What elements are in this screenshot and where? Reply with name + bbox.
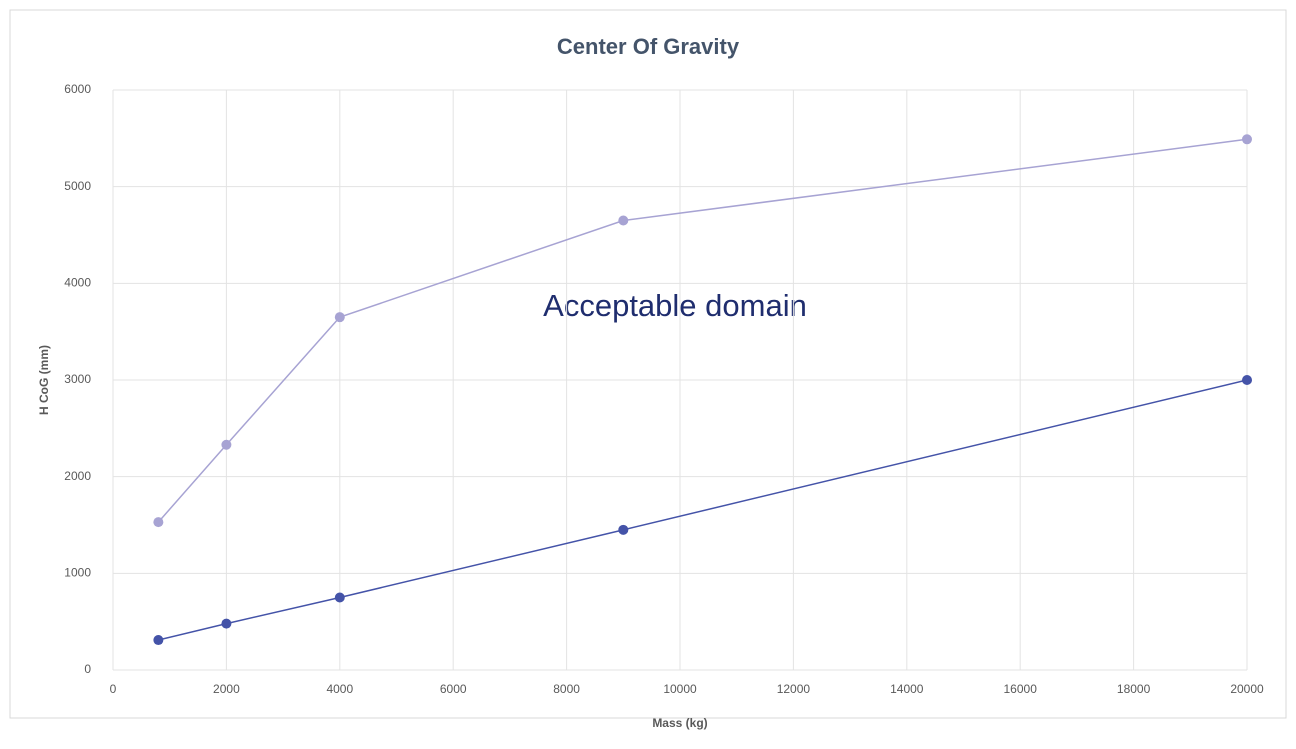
data-point	[153, 635, 164, 646]
x-tick-label: 12000	[777, 682, 811, 696]
x-tick-label: 8000	[553, 682, 580, 696]
y-tick-label: 3000	[64, 372, 91, 386]
x-tick-label: 6000	[440, 682, 467, 696]
y-tick-label: 4000	[64, 276, 91, 290]
y-tick-label: 6000	[64, 82, 91, 96]
data-point	[618, 524, 629, 535]
data-point	[221, 439, 232, 450]
annotation: Acceptable domain	[543, 288, 807, 323]
chart-title: Center Of Gravity	[557, 34, 740, 59]
x-axis-label: Mass (kg)	[652, 716, 707, 730]
y-axis-label: H CoG (mm)	[37, 345, 51, 415]
data-point	[334, 312, 345, 323]
data-point	[221, 618, 232, 629]
data-point	[1242, 375, 1252, 385]
y-tick-label: 2000	[64, 469, 91, 483]
y-tick-label: 0	[84, 662, 91, 676]
x-tick-label: 0	[110, 682, 117, 696]
x-tick-label: 16000	[1004, 682, 1038, 696]
data-point	[334, 592, 345, 603]
y-tick-label: 5000	[64, 179, 91, 193]
x-tick-label: 20000	[1230, 682, 1264, 696]
y-tick-label: 1000	[64, 566, 91, 580]
x-tick-label: 2000	[213, 682, 240, 696]
chart-border	[9, 9, 1287, 719]
x-tick-label: 14000	[890, 682, 924, 696]
x-tick-label: 4000	[326, 682, 353, 696]
x-tick-label: 10000	[663, 682, 697, 696]
x-tick-label: 18000	[1117, 682, 1151, 696]
data-point	[153, 517, 164, 528]
data-point	[1242, 134, 1252, 145]
data-point	[618, 215, 629, 226]
